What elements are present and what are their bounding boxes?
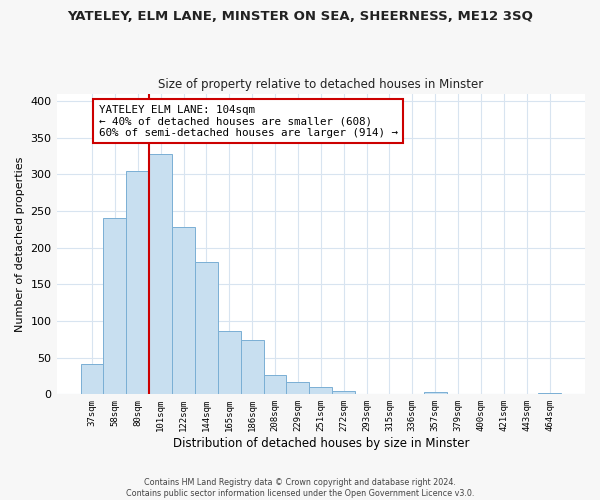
- Bar: [127, 170, 149, 394]
- Bar: [424, 392, 446, 394]
- Y-axis label: Number of detached properties: Number of detached properties: [15, 156, 25, 332]
- Bar: [310, 387, 332, 394]
- Bar: [263, 376, 286, 394]
- X-axis label: Distribution of detached houses by size in Minster: Distribution of detached houses by size …: [173, 437, 469, 450]
- Text: YATELEY, ELM LANE, MINSTER ON SEA, SHEERNESS, ME12 3SQ: YATELEY, ELM LANE, MINSTER ON SEA, SHEER…: [67, 10, 533, 23]
- Text: Contains HM Land Registry data © Crown copyright and database right 2024.
Contai: Contains HM Land Registry data © Crown c…: [126, 478, 474, 498]
- Bar: [286, 382, 310, 394]
- Bar: [172, 227, 195, 394]
- Bar: [218, 330, 241, 394]
- Bar: [80, 364, 103, 394]
- Bar: [241, 340, 263, 394]
- Bar: [538, 393, 561, 394]
- Text: YATELEY ELM LANE: 104sqm
← 40% of detached houses are smaller (608)
60% of semi-: YATELEY ELM LANE: 104sqm ← 40% of detach…: [99, 104, 398, 138]
- Bar: [149, 154, 172, 394]
- Bar: [332, 392, 355, 394]
- Bar: [195, 262, 218, 394]
- Bar: [103, 218, 127, 394]
- Title: Size of property relative to detached houses in Minster: Size of property relative to detached ho…: [158, 78, 484, 91]
